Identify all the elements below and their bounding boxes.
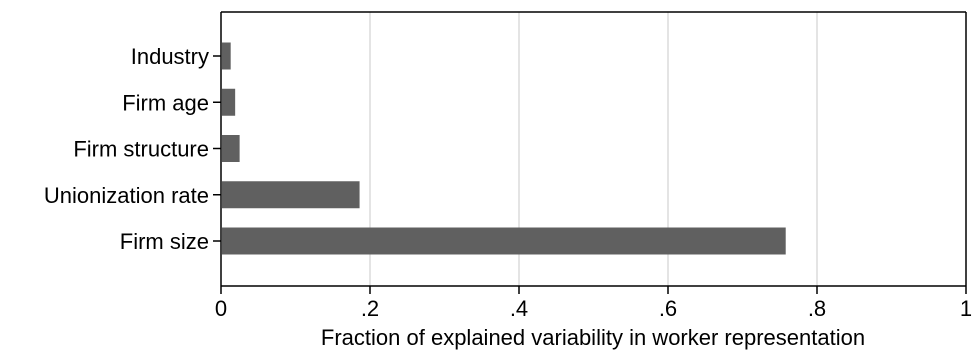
bar: [222, 42, 231, 70]
category-label: Unionization rate: [44, 183, 209, 208]
x-tick-label: 1: [960, 296, 972, 321]
category-label: Industry: [131, 44, 209, 69]
x-tick-label: .8: [808, 296, 826, 321]
x-tick-label: .4: [510, 296, 528, 321]
category-label: Firm structure: [73, 137, 209, 162]
bar: [222, 135, 240, 162]
bar: [222, 227, 786, 255]
x-tick-label: .6: [659, 296, 677, 321]
bar: [222, 181, 360, 209]
x-tick-label: .2: [361, 296, 379, 321]
x-ticks: 0 .2 .4 .6 .8 1: [215, 286, 972, 321]
category-labels: Industry Firm age Firm structure Unionizati…: [44, 44, 221, 254]
category-label: Firm age: [122, 90, 209, 115]
category-label: Firm size: [120, 229, 209, 254]
bars: [222, 42, 786, 255]
bar: [222, 88, 236, 116]
x-tick-label: 0: [215, 296, 227, 321]
x-axis-title: Fraction of explained variability in wor…: [321, 325, 865, 350]
